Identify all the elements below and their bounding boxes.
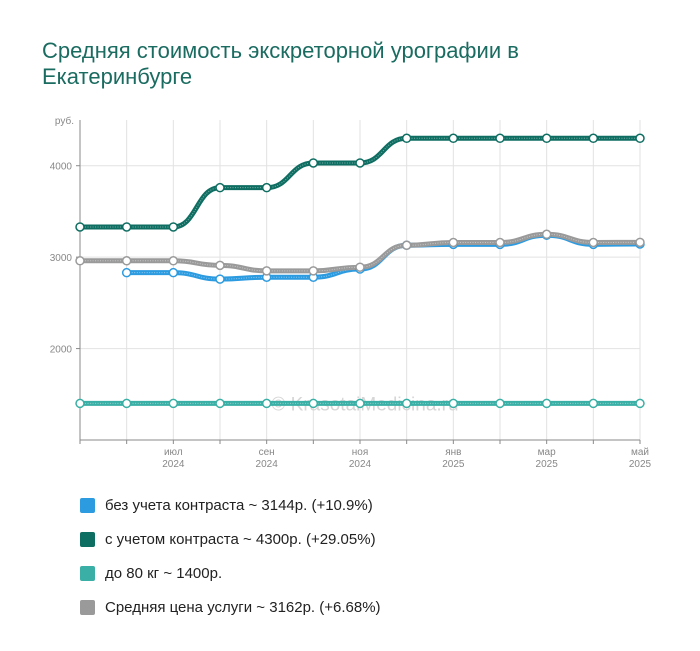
legend-item[interactable]: без учета контраста ~ 3144р. (+10.9%) bbox=[80, 488, 381, 522]
x-tick-label-month: мар bbox=[538, 447, 556, 458]
data-point bbox=[215, 260, 225, 271]
legend-swatch bbox=[80, 531, 95, 547]
y-tick-label: 4000 bbox=[50, 162, 73, 173]
x-tick-label-year: 2024 bbox=[256, 459, 279, 470]
y-axis-label: руб. bbox=[55, 115, 74, 127]
legend-item[interactable]: до 80 кг ~ 1400р. bbox=[80, 556, 381, 590]
x-tick-label-month: июл bbox=[164, 447, 183, 458]
data-point bbox=[495, 398, 505, 409]
data-point bbox=[261, 266, 272, 276]
data-point bbox=[588, 237, 599, 248]
grid bbox=[79, 120, 641, 440]
data-point bbox=[215, 398, 225, 409]
data-point bbox=[121, 267, 132, 278]
data-point bbox=[355, 398, 365, 409]
legend: без учета контраста ~ 3144р. (+10.9%) с у… bbox=[80, 488, 381, 624]
data-point bbox=[168, 398, 179, 409]
x-tick-label-month: май bbox=[631, 447, 649, 458]
legend-label: до 80 кг ~ 1400р. bbox=[105, 564, 223, 582]
data-point bbox=[261, 398, 272, 409]
data-point bbox=[495, 133, 505, 144]
x-tick-label-month: янв bbox=[445, 447, 461, 458]
y-tick-label: 3000 bbox=[50, 253, 73, 264]
legend-label: с учетом контраста ~ 4300р. (+29.05%) bbox=[105, 530, 376, 548]
data-point bbox=[448, 133, 459, 144]
data-point bbox=[261, 182, 272, 193]
x-tick-label-month: сен bbox=[259, 447, 275, 458]
data-point bbox=[495, 237, 505, 248]
data-point bbox=[75, 222, 85, 232]
data-point bbox=[308, 266, 319, 276]
data-point bbox=[168, 267, 179, 278]
data-point bbox=[401, 398, 412, 409]
legend-swatch bbox=[80, 599, 95, 615]
data-point bbox=[541, 229, 552, 240]
data-point bbox=[635, 398, 645, 409]
x-tick-label-year: 2024 bbox=[349, 459, 372, 470]
data-point bbox=[215, 182, 225, 193]
legend-item[interactable]: Средняя цена услуги ~ 3162р. (+6.68%) bbox=[80, 590, 381, 624]
data-point bbox=[588, 133, 599, 144]
data-point bbox=[541, 133, 552, 144]
data-point bbox=[448, 237, 459, 248]
data-point bbox=[635, 237, 645, 248]
series-points bbox=[75, 133, 645, 409]
x-tick-label-year: 2025 bbox=[629, 459, 652, 470]
data-point bbox=[121, 256, 132, 266]
chart-title: Средняя стоимость экскреторной урографии… bbox=[42, 38, 519, 89]
data-point bbox=[308, 398, 319, 409]
data-point bbox=[355, 158, 365, 168]
axis-labels: руб.200030004000июл2024сен2024ноя2024янв… bbox=[50, 115, 652, 470]
data-point bbox=[401, 133, 412, 144]
data-point bbox=[121, 398, 132, 409]
legend-swatch bbox=[80, 497, 95, 513]
x-tick-label-month: ноя bbox=[352, 447, 369, 458]
data-point bbox=[75, 398, 85, 409]
data-point bbox=[588, 398, 599, 409]
data-point bbox=[635, 133, 645, 144]
data-point bbox=[121, 222, 132, 232]
x-tick-label-year: 2024 bbox=[162, 459, 185, 470]
data-point bbox=[215, 274, 225, 284]
y-tick-label: 2000 bbox=[50, 345, 73, 356]
legend-label: Средняя цена услуги ~ 3162р. (+6.68%) bbox=[105, 598, 381, 616]
legend-item[interactable]: с учетом контраста ~ 4300р. (+29.05%) bbox=[80, 522, 381, 556]
data-point bbox=[75, 256, 85, 266]
x-tick-label-year: 2025 bbox=[536, 459, 559, 470]
legend-label: без учета контраста ~ 3144р. (+10.9%) bbox=[105, 496, 373, 514]
data-point bbox=[355, 262, 365, 272]
legend-swatch bbox=[80, 565, 95, 581]
data-point bbox=[401, 240, 412, 251]
data-point bbox=[308, 158, 319, 168]
data-point bbox=[168, 222, 179, 232]
axes bbox=[76, 120, 641, 444]
data-point bbox=[541, 398, 552, 409]
data-point bbox=[448, 398, 459, 409]
x-tick-label-year: 2025 bbox=[442, 459, 465, 470]
data-point bbox=[168, 256, 179, 266]
